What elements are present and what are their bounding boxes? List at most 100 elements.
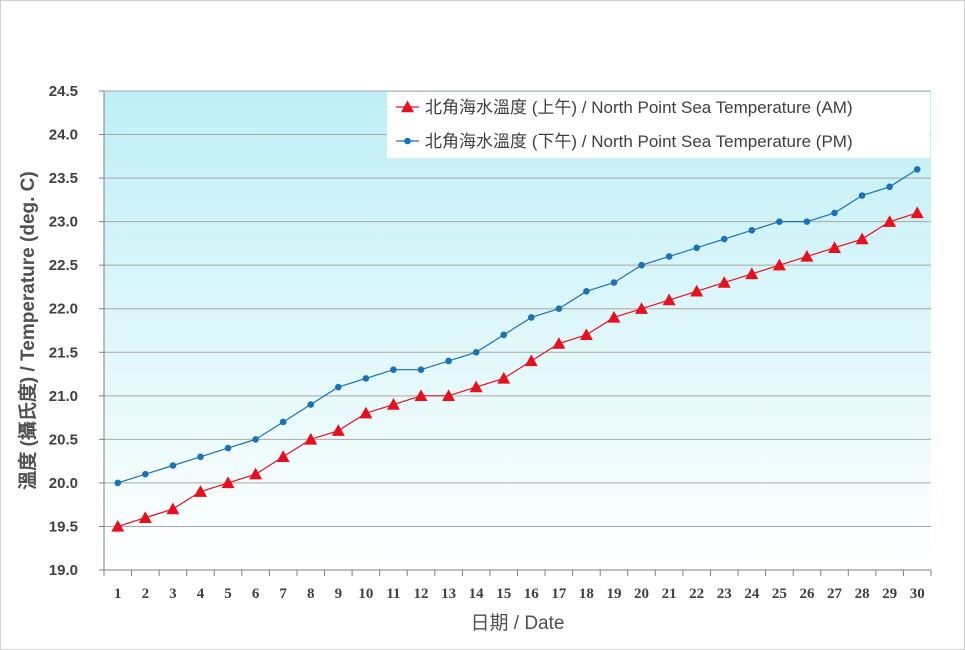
- x-tick-label: 4: [197, 586, 205, 602]
- data-point: [776, 218, 783, 225]
- x-tick-label: 9: [335, 586, 343, 602]
- y-tick-label: 21.5: [49, 344, 78, 361]
- data-point: [166, 502, 180, 515]
- y-tick-label: 19.0: [49, 562, 78, 579]
- series-line: [117, 168, 918, 484]
- legend-marker: [404, 137, 411, 145]
- x-tick-label: 19: [606, 586, 621, 602]
- data-point: [193, 485, 207, 497]
- x-tick-label: 17: [551, 586, 567, 602]
- x-tick-label: 15: [496, 586, 511, 602]
- legend-box: [387, 92, 930, 158]
- data-point: [690, 284, 704, 297]
- x-tick-label: 14: [469, 586, 485, 602]
- series-am: [111, 206, 924, 532]
- data-point: [883, 215, 897, 227]
- data-point: [249, 467, 263, 480]
- data-point: [497, 371, 511, 384]
- x-tick-label: 29: [882, 586, 897, 602]
- data-point: [304, 432, 318, 445]
- x-axis-title: 日期 / Date: [471, 612, 565, 634]
- x-tick-label: 13: [441, 586, 456, 602]
- y-tick-label: 21.0: [49, 388, 78, 405]
- data-point: [138, 511, 152, 523]
- data-point: [800, 249, 814, 262]
- data-point: [114, 479, 122, 487]
- data-point: [111, 519, 125, 532]
- y-axis-title: 溫度 (攝氏度) / Temperature (deg. C): [16, 171, 39, 489]
- data-point: [197, 453, 204, 461]
- x-tick-label: 25: [772, 586, 787, 602]
- data-point: [717, 276, 731, 288]
- data-point: [472, 348, 480, 356]
- y-tick-label: 20.0: [49, 475, 78, 492]
- x-tick-label: 26: [799, 586, 815, 602]
- data-point: [307, 401, 315, 408]
- data-point: [442, 389, 456, 402]
- data-point: [142, 470, 149, 478]
- data-point: [610, 279, 618, 286]
- data-point: [720, 235, 728, 243]
- data-point: [224, 444, 232, 452]
- data-point: [772, 258, 786, 271]
- data-point: [858, 192, 866, 199]
- y-tick-label: 20.5: [49, 431, 78, 448]
- data-point: [910, 206, 924, 219]
- plot-area: [104, 91, 931, 570]
- data-point: [638, 261, 645, 269]
- x-tick-label: 7: [279, 586, 287, 602]
- x-tick-label: 12: [414, 586, 429, 602]
- data-point: [362, 375, 370, 382]
- x-tick-labels: 1 2 3 4 5 6 7 8 9 10 11 12 13 14 15 16 17 18 19 20 21 22 23 24 2…: [103, 570, 932, 602]
- data-point: [279, 418, 287, 426]
- data-point: [359, 406, 373, 419]
- data-point: [913, 166, 921, 173]
- data-point: [469, 380, 483, 393]
- data-point: [445, 357, 452, 365]
- y-tick-labels: 19.0 19.5 20.0 20.5 21.0 21.5 22.0 22.5 23.0 23.5…: [49, 83, 78, 579]
- legend-label: 北角海水溫度 (下午) / North Point Sea Temperatur…: [425, 132, 853, 151]
- data-point: [252, 436, 259, 443]
- data-point: [855, 232, 869, 245]
- data-point: [221, 476, 235, 489]
- x-tick-label: 30: [910, 586, 925, 602]
- y-tick-label: 22.5: [49, 257, 78, 274]
- data-point: [607, 310, 621, 323]
- x-tick-label: 27: [827, 586, 843, 602]
- data-point: [390, 366, 397, 373]
- y-tick-label: 23.0: [49, 214, 78, 231]
- gridlines: [99, 90, 931, 571]
- data-point: [662, 293, 676, 306]
- x-tick-label: 10: [358, 586, 373, 602]
- data-point: [335, 383, 342, 391]
- x-tick-label: 5: [224, 586, 232, 602]
- x-tick-label: 21: [662, 586, 677, 602]
- data-point: [414, 389, 428, 402]
- data-point: [555, 305, 563, 313]
- data-point: [552, 337, 566, 349]
- data-point: [331, 424, 345, 436]
- x-tick-label: 18: [579, 586, 594, 602]
- data-point: [803, 218, 811, 225]
- data-point: [748, 227, 756, 234]
- data-point: [527, 314, 535, 321]
- data-point: [386, 398, 400, 410]
- data-point: [693, 244, 700, 252]
- data-point: [169, 462, 177, 469]
- data-point: [828, 241, 842, 253]
- data-series: [111, 166, 924, 532]
- series-pm: [114, 166, 921, 487]
- y-tick-label: 22.0: [49, 301, 78, 318]
- data-point: [583, 288, 590, 295]
- data-point: [831, 209, 838, 217]
- y-tick-label: 19.5: [49, 518, 78, 535]
- x-tick-label: 8: [307, 586, 315, 602]
- data-point: [579, 328, 593, 341]
- data-point: [524, 354, 538, 367]
- legend-marker: [401, 100, 414, 113]
- y-tick-label: 24.0: [49, 127, 78, 144]
- data-point: [745, 267, 759, 280]
- x-tick-label: 2: [142, 586, 150, 602]
